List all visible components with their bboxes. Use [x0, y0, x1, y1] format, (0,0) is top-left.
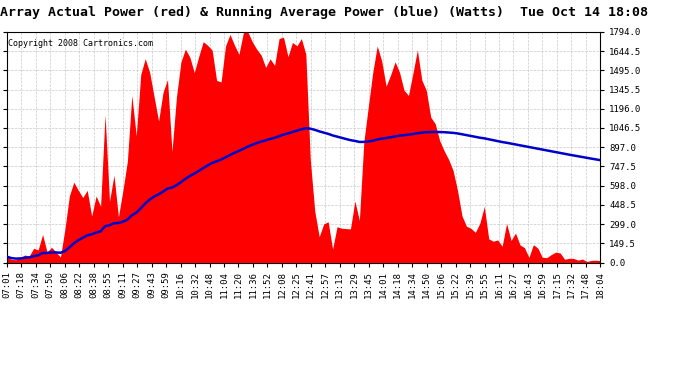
- Text: Copyright 2008 Cartronics.com: Copyright 2008 Cartronics.com: [8, 39, 153, 48]
- Text: East Array Actual Power (red) & Running Average Power (blue) (Watts)  Tue Oct 14: East Array Actual Power (red) & Running …: [0, 6, 648, 19]
